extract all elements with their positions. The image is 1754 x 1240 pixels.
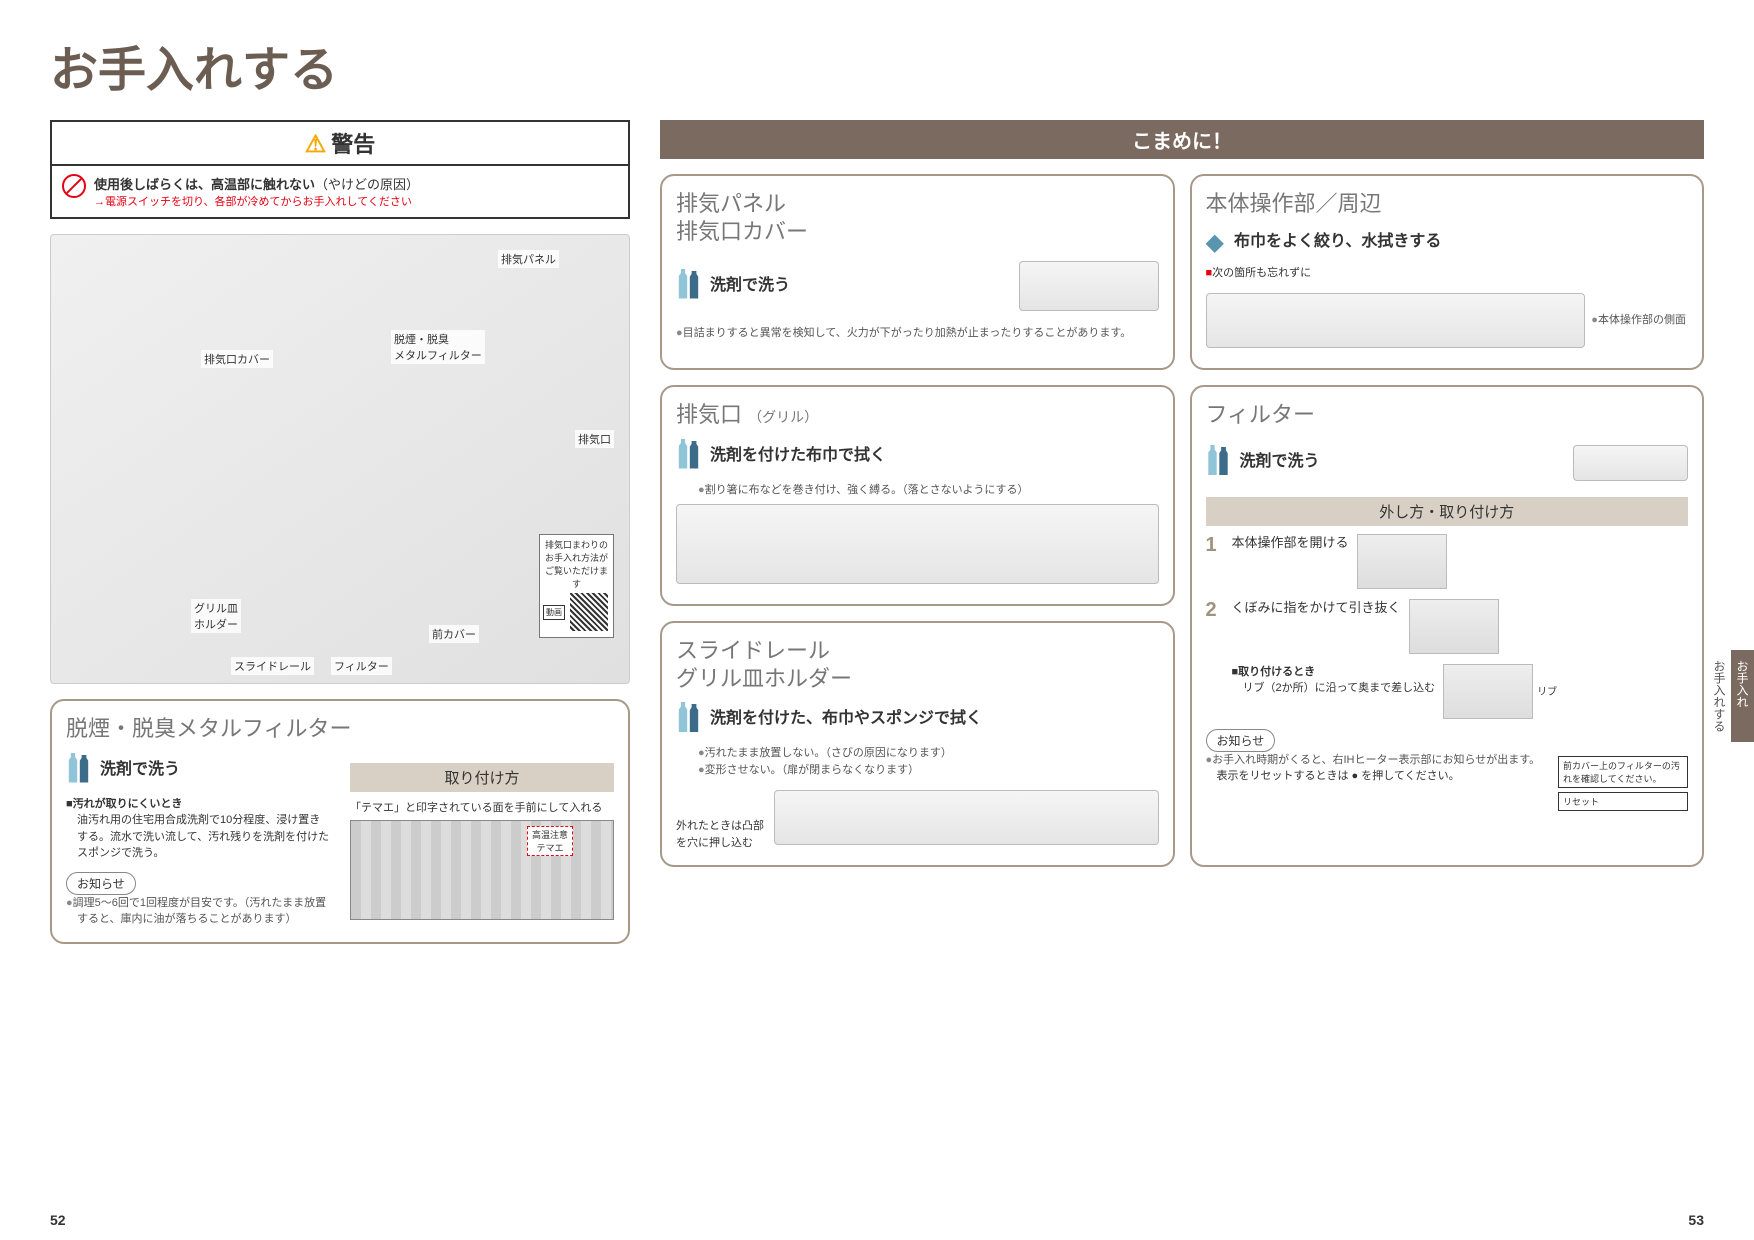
- bottle-icon: [676, 702, 690, 732]
- bottle-icon-2: [688, 441, 700, 469]
- warning-red: →電源スイッチを切り、各部が冷めてからお手入れしてください: [94, 193, 419, 209]
- slide-action: 洗剤を付けた、布巾やスポンジで拭く: [710, 709, 982, 730]
- label-filter: フィルター: [331, 657, 392, 675]
- mf-info-label: お知らせ: [66, 872, 136, 895]
- slide-title2: グリル皿ホルダー: [676, 666, 852, 691]
- card-exhaust-port: 排気口 （グリル） 洗剤を付けた布巾で拭く 割り箸に布などを巻き付け、強く縛る。…: [660, 385, 1175, 606]
- ctrl-action: 布巾をよく絞り、水拭きする: [1234, 232, 1441, 253]
- slide-tip: 外れたときは凸部を穴に押し込む: [676, 818, 766, 851]
- prohibit-icon: [62, 174, 86, 198]
- main-diagram: 排気パネル 排気口カバー 脱煙・脱臭 メタルフィルター 排気口 グリル皿 ホルダ…: [50, 234, 630, 684]
- bottle-icon: [676, 439, 690, 469]
- reset-t: 前カバー上のフィルターの汚れを確認してください。: [1558, 756, 1688, 788]
- bottle-icon-2: [78, 755, 90, 783]
- label-metal-filter: 脱煙・脱臭 メタルフィルター: [391, 330, 485, 364]
- flt-info2: 表示をリセットするときは ● を押してください。: [1206, 768, 1553, 785]
- qr-btn: 動画: [543, 605, 565, 620]
- page-title: お手入れする: [50, 30, 1704, 100]
- metal-filter-card: 脱煙・脱臭メタルフィルター 洗剤で洗う 汚れが取りにくいとき 油汚れ用の住宅用合…: [50, 699, 630, 944]
- side-tab: お手入れ お手入れする: [1730, 650, 1754, 742]
- mf-title: 脱煙・脱臭メタルフィルター: [66, 715, 614, 743]
- port-illust: [676, 504, 1159, 584]
- flt-step1: 本体操作部を開ける: [1232, 534, 1349, 589]
- mf-action: 洗剤で洗う: [100, 760, 180, 781]
- label-front-cover: 前カバー: [429, 625, 479, 643]
- freq-header: こまめに！: [660, 120, 1704, 159]
- label-exhaust-panel: 排気パネル: [498, 250, 559, 268]
- bottle-icon-2: [688, 704, 700, 732]
- mf-info-t: 調理5〜6回で1回程度が目安です。（汚れたまま放置すると、庫内に油が落ちることが…: [66, 895, 330, 928]
- slide-illust: [774, 790, 1159, 845]
- ep-action: 洗剤で洗う: [710, 276, 790, 297]
- qr-code-icon: [570, 593, 608, 631]
- label-exhaust-cover: 排気口カバー: [201, 350, 273, 368]
- warning-paren: （やけどの原因）: [315, 177, 419, 192]
- flt-title: フィルター: [1206, 401, 1689, 429]
- bottle-icon-2: [688, 271, 700, 299]
- qr-box: 排気口まわりの お手入れ方法が ご覧いただけます 動画: [539, 534, 614, 638]
- card-control: 本体操作部／周辺 ◆ 布巾をよく絞り、水拭きする ■次の箇所も忘れずに 本体操作…: [1190, 174, 1705, 370]
- flt-step2: くぼみに指をかけて引き抜く: [1232, 599, 1401, 654]
- warning-text: 使用後しばらくは、高温部に触れない: [94, 177, 315, 192]
- mf-dirt-h: 汚れが取りにくいとき: [66, 796, 330, 813]
- ctrl-red: 次の箇所も忘れずに: [1212, 267, 1311, 279]
- flt-action: 洗剤で洗う: [1240, 452, 1320, 473]
- qr-l3: ご覧いただけます: [543, 564, 610, 590]
- page-num-right: 53: [1688, 1212, 1704, 1228]
- page-num-left: 52: [50, 1212, 66, 1228]
- side-tab-inactive: お手入れする: [1708, 650, 1731, 742]
- slide-b1: 汚れたまま放置しない。（さびの原因になります）: [676, 745, 1159, 762]
- mf-install-h: 取り付け方: [350, 763, 614, 792]
- mf-install-t: 「テマエ」と印字されている面を手前にして入れる: [350, 800, 614, 817]
- bottle-icon: [1206, 445, 1220, 475]
- ep-title2: 排気口カバー: [676, 219, 808, 244]
- step-no-2: 2: [1206, 599, 1224, 654]
- bottle-icon-2: [1218, 447, 1230, 475]
- card-exhaust-panel: 排気パネル 排気口カバー 洗剤で洗う 目詰まりすると異常を検知して、火力が下がっ…: [660, 174, 1175, 370]
- reset-b: リセット: [1558, 792, 1688, 811]
- ep-note: 目詰まりすると異常を検知して、火力が下がったり加熱が止まったりすることがあります…: [676, 325, 1159, 342]
- port-note: 割り箸に布などを巻き付け、強く縛る。（落とさないようにする）: [676, 482, 1159, 499]
- flt-info-label: お知らせ: [1206, 729, 1276, 752]
- ctrl-illust: [1206, 293, 1586, 348]
- flt-subh: 外し方・取り付け方: [1206, 497, 1689, 526]
- ctrl-sub: 本体操作部の側面: [1591, 312, 1688, 329]
- flt-step2-img: [1409, 599, 1499, 654]
- label-grill-holder: グリル皿 ホルダー: [191, 599, 241, 633]
- slide-b2: 変形させない。（扉が閉まらなくなります）: [676, 762, 1159, 779]
- side-tab-active: お手入れ: [1731, 650, 1754, 742]
- mf-install-illust: 高温注意 テマエ: [350, 820, 614, 920]
- port-title: 排気口: [676, 402, 742, 427]
- ep-illust: [1019, 261, 1159, 311]
- flt-info1: お手入れ時期がくると、右IHヒーター表示部にお知らせが出ます。: [1206, 752, 1553, 769]
- cloth-icon: ◆: [1206, 228, 1224, 257]
- flt-attach-note: リブ（2か所）に沿って奥まで差し込む: [1232, 680, 1436, 697]
- port-action: 洗剤を付けた布巾で拭く: [710, 446, 886, 467]
- ctrl-title: 本体操作部／周辺: [1206, 190, 1689, 218]
- port-sub: （グリル）: [748, 409, 818, 425]
- warning-box: 警告 使用後しばらくは、高温部に触れない（やけどの原因） →電源スイッチを切り、…: [50, 120, 630, 219]
- slide-title1: スライドレール: [676, 638, 830, 663]
- warning-header: 警告: [52, 122, 628, 166]
- flt-top-illust: [1573, 445, 1688, 481]
- flt-step1-img: [1357, 534, 1447, 589]
- qr-l1: 排気口まわりの: [543, 538, 610, 551]
- ep-title1: 排気パネル: [676, 191, 786, 216]
- label-slide-rail: スライドレール: [231, 657, 314, 675]
- flt-attach: 取り付けるとき: [1232, 664, 1436, 681]
- card-filter: フィルター 洗剤で洗う 外し方・取り付け方 1 本体操作部を開ける 2 くぼみに…: [1190, 385, 1705, 867]
- flt-rib: リブ: [1537, 683, 1557, 698]
- flt-attach-img: リブ: [1443, 664, 1533, 719]
- step-no-1: 1: [1206, 534, 1224, 589]
- mf-dirt-t: 油汚れ用の住宅用合成洗剤で10分程度、浸け置きする。流水で洗い流して、汚れ残りを…: [66, 812, 330, 862]
- left-column: 警告 使用後しばらくは、高温部に触れない（やけどの原因） →電源スイッチを切り、…: [50, 120, 630, 944]
- bottle-icon: [66, 753, 80, 783]
- right-column: こまめに！ 排気パネル 排気口カバー 洗剤で洗う 目詰まりすると異常を検知して、…: [660, 120, 1704, 944]
- label-exhaust-port: 排気口: [575, 430, 614, 448]
- mf-tape: 高温注意 テマエ: [527, 826, 573, 856]
- qr-l2: お手入れ方法が: [543, 551, 610, 564]
- bottle-icon: [676, 269, 690, 299]
- card-slide: スライドレール グリル皿ホルダー 洗剤を付けた、布巾やスポンジで拭く 汚れたまま…: [660, 621, 1175, 867]
